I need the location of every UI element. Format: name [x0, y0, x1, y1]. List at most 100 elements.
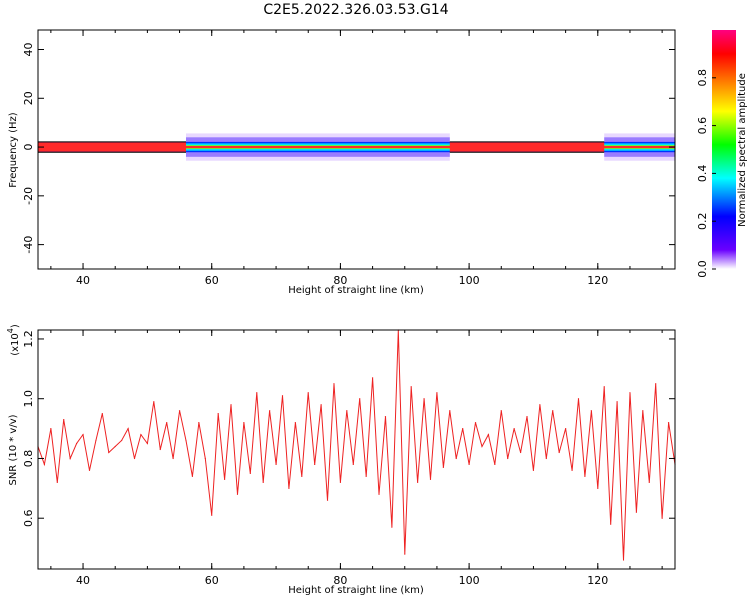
x-tick-label: 60 [205, 274, 219, 287]
snr-point [603, 386, 605, 388]
snr-point [294, 422, 296, 424]
colorbar: 0.0 0.2 0.4 0.6 0.8 Normalized spectral ampl… [696, 30, 748, 278]
snr-point [622, 559, 625, 561]
snr-point [571, 469, 573, 472]
colorbar-ticks: 0.0 0.2 0.4 0.6 0.8 [696, 69, 716, 278]
snr-point [481, 445, 483, 448]
snr-point [288, 487, 290, 489]
snr-point [565, 427, 567, 430]
snr-point [178, 410, 181, 412]
snr-point [307, 392, 309, 394]
snr-point [487, 433, 490, 436]
snr-point [211, 514, 213, 516]
snr-point [474, 422, 477, 424]
snr-point [500, 410, 502, 412]
snr-point [610, 523, 612, 525]
snr-point [513, 427, 515, 430]
snr-point [597, 487, 599, 489]
snr-point [545, 457, 547, 460]
snr-point [532, 469, 535, 472]
snr-point [69, 457, 71, 460]
snr-point [417, 481, 419, 483]
snr-point [410, 386, 412, 388]
colorbar-tick-label: 0.2 [696, 212, 709, 230]
snr-point [590, 410, 592, 412]
snr-point [172, 457, 174, 460]
snr-multiplier-base: (x10 [10, 333, 21, 356]
snr-point [275, 463, 277, 466]
snr-x-axis-label: Height of straight line (km) [288, 585, 424, 596]
x-tick-label: 80 [333, 274, 347, 287]
spectrogram-frame [37, 29, 676, 270]
snr-point [88, 469, 91, 472]
snr-point [301, 475, 303, 477]
x-tick-label: 60 [205, 574, 219, 587]
snr-point [127, 427, 129, 430]
snr-y-ticks: 1.2 1.0 0.8 0.6 [22, 330, 675, 527]
colorbar-tick-label: 0.6 [696, 117, 709, 135]
snr-point [314, 463, 316, 466]
snr-point [204, 457, 206, 460]
colorbar-label: Normalized spectral amplitude [737, 73, 748, 227]
colorbar-gradient [712, 30, 736, 269]
snr-point [667, 422, 670, 424]
snr-point [449, 410, 451, 412]
snr-point [333, 383, 335, 385]
snr-point [507, 457, 509, 460]
snr-point [82, 433, 84, 436]
y-tick-label: 1.0 [22, 390, 35, 408]
y-tick-label: 20 [22, 91, 35, 105]
snr-point [635, 511, 637, 513]
snr-point [56, 481, 58, 483]
snr-point [191, 475, 194, 477]
y-tick-label: 0.6 [22, 509, 35, 527]
snr-point [384, 416, 387, 418]
snr-point [262, 481, 264, 483]
y-tick-label: -20 [22, 187, 35, 205]
snr-point [326, 499, 329, 501]
x-tick-label: 100 [459, 574, 480, 587]
spectrogram-x-axis-label: Height of straight line (km) [288, 285, 424, 296]
snr-point [114, 445, 116, 448]
snr-point [346, 410, 348, 412]
y-tick-label: 40 [22, 43, 35, 57]
snr-frame [37, 329, 676, 570]
heatmap-core-peak [38, 145, 675, 149]
x-tick-label: 100 [459, 274, 480, 287]
snr-point [648, 481, 650, 483]
snr-point [256, 392, 258, 394]
snr-point [95, 439, 97, 442]
snr-point [185, 439, 187, 442]
snr-point [63, 419, 65, 421]
snr-point [76, 442, 78, 445]
colorbar-tick-label: 0.4 [696, 165, 709, 183]
snr-point [436, 392, 438, 394]
snr-point [217, 413, 219, 415]
spectrogram-x-ticks: 40 60 80 100 120 [50, 30, 663, 287]
y-tick-label: 0 [22, 144, 35, 151]
snr-point [108, 451, 110, 454]
snr-point [243, 422, 245, 424]
snr-data-points [37, 329, 676, 561]
snr-point [519, 451, 522, 454]
snr-point [442, 466, 444, 469]
snr-x-ticks: 40 60 80 100 120 [50, 330, 663, 587]
snr-multiplier-label: (x104) [6, 324, 21, 356]
snr-multiplier-exponent: 4 [6, 328, 15, 333]
snr-point [552, 410, 554, 412]
snr-point [236, 493, 239, 495]
snr-point [468, 463, 470, 466]
snr-point [462, 427, 464, 430]
spectrogram-y-axis-label: Frequency (Hz) [8, 112, 19, 188]
snr-point [359, 398, 361, 400]
snr-point [320, 404, 322, 406]
spectrogram-y-ticks: 40 20 0 -20 -40 [22, 43, 675, 254]
x-tick-label: 40 [76, 574, 90, 587]
snr-point [404, 553, 406, 555]
snr-point [539, 404, 541, 406]
y-tick-label: 0.8 [22, 450, 35, 468]
spectrogram-panel: 40 60 80 100 120 40 20 0 -20 -40 Height of strai… [8, 29, 676, 296]
snr-point [352, 463, 354, 466]
snr-point [223, 478, 226, 480]
